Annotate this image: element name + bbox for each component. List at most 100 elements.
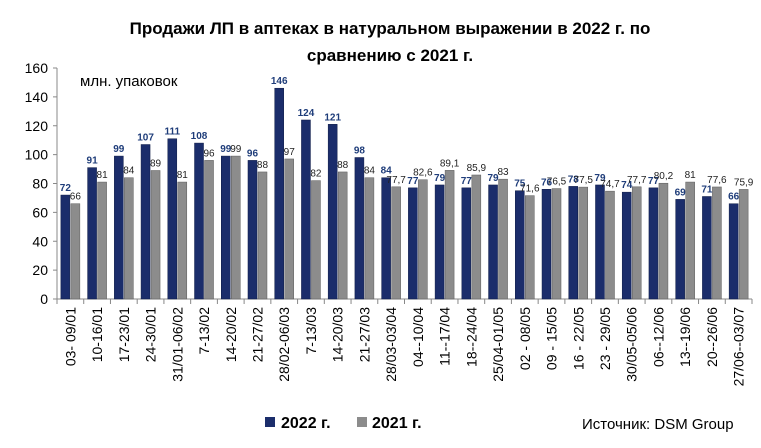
data-label-2022: 78	[568, 174, 580, 185]
x-tick-label: 06--12/06	[650, 307, 666, 367]
data-label-2022: 74	[621, 180, 633, 191]
bar-2022	[221, 155, 231, 300]
bar-2022	[675, 199, 685, 300]
data-label-2021: 81	[97, 170, 109, 181]
data-label-2022: 99	[113, 144, 125, 155]
bar-2022	[541, 189, 552, 300]
data-label-2021: 97	[284, 147, 296, 158]
bar-2021	[738, 189, 749, 300]
bar-2021	[712, 186, 722, 300]
bar-2022	[327, 124, 338, 300]
data-label-2022: 77	[461, 176, 473, 187]
bar-2021	[444, 170, 455, 300]
x-tick-label: 10-16/01	[89, 307, 105, 362]
bar-2022	[408, 187, 418, 300]
data-label-2021: 75,9	[734, 177, 754, 188]
bar-2022	[87, 167, 97, 300]
x-tick-label: 09 - 15/05	[544, 307, 560, 370]
chart-title-line2: сравнению с 2021 г.	[307, 46, 473, 65]
data-label-2022: 77	[407, 176, 419, 187]
x-tick-label: 23 - 29/05	[597, 307, 613, 370]
bar-2022	[354, 157, 365, 300]
bar-2022	[621, 191, 632, 300]
data-label-2022: 98	[354, 146, 366, 157]
bar-2022	[515, 190, 525, 300]
bar-2021	[605, 190, 615, 300]
legend-label-2022: 2022 г.	[281, 415, 331, 432]
x-tick-label: 25/04-01/05	[490, 307, 506, 382]
x-tick-label: 02 - 08/05	[517, 307, 533, 370]
x-tick-label: 24-30/01	[143, 307, 159, 362]
x-tick-label: 30/05-05/06	[624, 307, 640, 382]
x-tick-label: 17-23/01	[116, 307, 132, 362]
bar-2022	[648, 187, 659, 300]
data-label-2022: 108	[191, 131, 208, 142]
bar-2022	[381, 177, 391, 300]
data-label-2021: 89,1	[440, 158, 460, 169]
y-tick-label: 40	[32, 233, 48, 249]
bar-2021	[284, 158, 294, 300]
y-tick-label: 20	[32, 262, 48, 278]
data-label-2021: 77,5	[574, 175, 594, 186]
chart-title-line1: Продажи ЛП в аптеках в натуральном выраж…	[130, 19, 651, 38]
data-label-2021: 77,7	[386, 175, 406, 186]
data-label-2021: 82,6	[413, 168, 433, 179]
bar-2022	[194, 142, 204, 300]
data-label-2021: 77,7	[627, 175, 647, 186]
bar-2021	[337, 171, 348, 300]
y-tick-label: 160	[25, 60, 49, 76]
x-tick-label: 14-20/02	[223, 307, 239, 362]
bar-2022	[301, 119, 311, 300]
data-label-2022: 91	[87, 156, 99, 167]
data-label-2021: 77,6	[707, 175, 727, 186]
data-label-2022: 69	[675, 187, 687, 198]
data-label-2022: 79	[594, 173, 606, 184]
bar-2022	[461, 187, 472, 300]
data-label-2021: 81	[685, 170, 697, 181]
bar-2022	[702, 196, 712, 300]
data-label-2022: 84	[381, 166, 393, 177]
x-tick-label: 03- 09/01	[62, 307, 78, 366]
data-label-2022: 146	[271, 76, 288, 87]
data-label-2022: 77	[648, 176, 660, 187]
x-tick-label: 20--26/06	[704, 307, 720, 367]
bar-2022	[60, 194, 71, 300]
y-tick-label: 80	[32, 176, 48, 192]
data-label-2021: 80,2	[654, 171, 674, 182]
y-tick-label: 0	[40, 291, 48, 307]
bar-2021	[177, 181, 188, 300]
data-label-2021: 84	[364, 166, 376, 177]
bar-2021	[525, 195, 535, 300]
legend-swatch-2021	[357, 417, 367, 427]
data-label-2022: 75	[514, 179, 526, 190]
data-label-2022: 111	[164, 127, 180, 138]
bar-2022	[595, 184, 605, 300]
data-label-2022: 99	[220, 144, 232, 155]
data-label-2022: 121	[324, 112, 341, 123]
bar-2022	[140, 144, 151, 300]
x-tick-label: 21-27/03	[356, 307, 372, 362]
tick-labels: 0 20 40 60 80 100 120 140 160 03- 09/01 10-16/01 17…	[25, 60, 747, 386]
x-tick-label: 7-13/03	[303, 307, 319, 355]
data-label-2022: 79	[434, 173, 446, 184]
bar-2022	[167, 138, 178, 300]
bar-2021	[631, 186, 642, 300]
x-tick-label: 04--10/04	[410, 307, 426, 367]
bar-2022	[274, 87, 284, 300]
bar-2021	[150, 170, 161, 300]
x-tick-label: 28/03-03/04	[383, 307, 399, 382]
bar-2022	[728, 203, 739, 300]
data-label-2021: 96	[203, 148, 215, 159]
bar-2022	[568, 186, 578, 300]
bar-2021	[257, 171, 268, 300]
x-tick-label: 27/06--03/07	[731, 307, 747, 387]
x-tick-label: 13--19/06	[677, 307, 693, 367]
data-label-2021: 85,9	[467, 163, 487, 174]
bar-2021	[231, 155, 241, 300]
x-tick-label: 18--24/04	[463, 307, 479, 367]
data-label-2022: 124	[298, 108, 315, 119]
data-label-2021: 83	[497, 167, 509, 178]
data-label-2021: 82	[310, 169, 322, 180]
